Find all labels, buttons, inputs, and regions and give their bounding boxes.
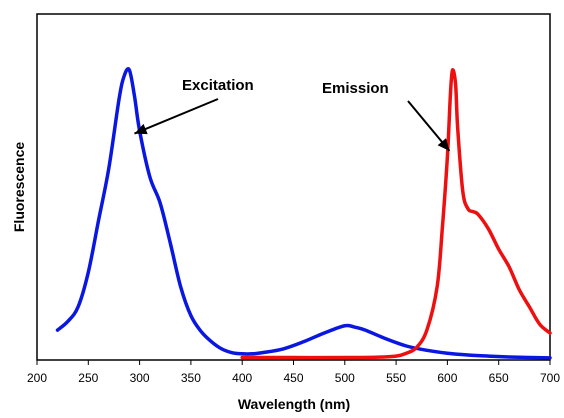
annotation-label: Emission [322,80,389,97]
emission-line [240,68,552,360]
arrowhead [134,123,148,135]
x-tick-label: 650 [489,371,509,385]
annotation-label: Excitation [182,77,254,94]
x-tick-label: 550 [386,371,406,385]
annotations: Excitation Emission [134,77,451,152]
x-tick-label: 350 [181,371,201,385]
x-tick-label: 600 [437,371,457,385]
x-tick-label: 300 [130,371,150,385]
x-tick-label: 700 [540,371,560,385]
x-tick-label: 400 [232,371,252,385]
annotation-arrow [134,98,219,135]
x-axis-title: Wavelength (nm) [238,396,350,412]
arrowhead [437,138,450,151]
x-tick-label: 500 [335,371,355,385]
plot-frame [36,13,551,361]
excitation-line [55,67,552,360]
x-axis-ticks: 200 250 300 350 400 450 500 550 600 650 700 [27,360,560,385]
y-axis-title: Fluorescence [11,142,27,232]
x-tick-label: 250 [78,371,98,385]
x-tick-label: 200 [27,371,47,385]
x-tick-label: 450 [283,371,303,385]
series-lines [55,67,552,360]
